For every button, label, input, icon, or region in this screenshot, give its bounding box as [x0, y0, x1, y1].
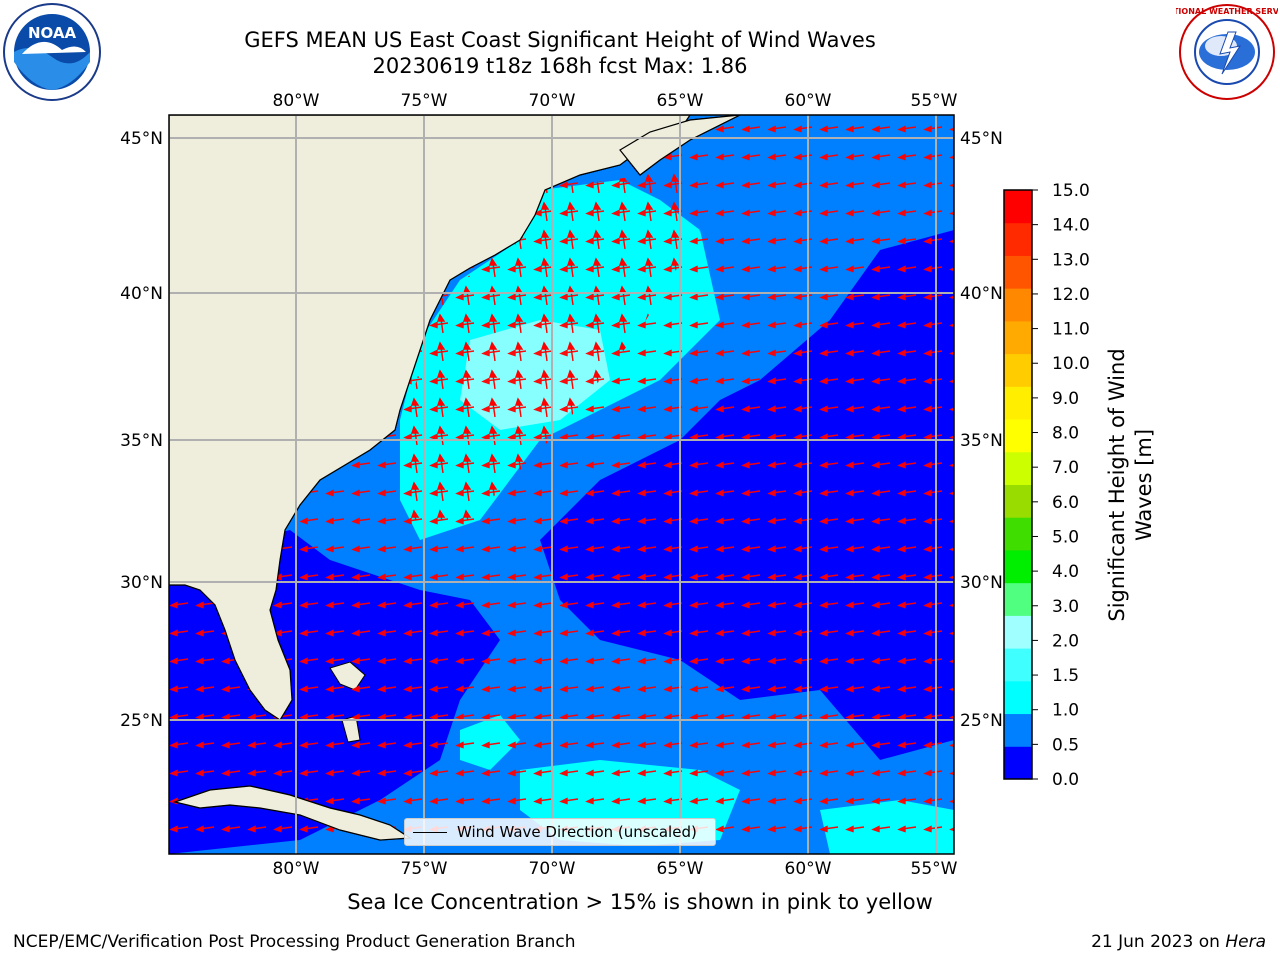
- sea-ice-note: Sea Ice Concentration > 15% is shown in …: [347, 890, 933, 914]
- colorbar-swatch: [1004, 648, 1032, 682]
- colorbar-swatch: [1004, 680, 1032, 715]
- lon-label-bottom: 55°W: [911, 859, 958, 879]
- footer-credit: NCEP/EMC/Verification Post Processing Pr…: [13, 932, 576, 952]
- lat-label-left: 45°N: [120, 129, 163, 149]
- lat-label-left: 30°N: [120, 573, 163, 593]
- nws-logo-icon: NATIONAL WEATHER SERVICE: [1176, 4, 1278, 100]
- colorbar-tick-label: 1.5: [1052, 666, 1079, 686]
- latitude-labels-left: 45°N 40°N 35°N 30°N 25°N: [120, 129, 163, 731]
- colorbar-tick-label: 1.0: [1052, 701, 1079, 721]
- colorbar-tick-label: 3.0: [1052, 597, 1079, 617]
- map-frame: [168, 114, 955, 855]
- lat-label-left: 40°N: [120, 284, 163, 304]
- lon-label-top: 60°W: [785, 91, 832, 111]
- noaa-logo-icon: NOAA: [3, 3, 101, 101]
- colorbar-swatch: [1004, 386, 1032, 420]
- lat-label-left: 25°N: [120, 711, 163, 731]
- colorbar-swatch: [1004, 746, 1032, 780]
- lat-label-right: 35°N: [960, 431, 1003, 451]
- latitude-labels-right: 45°N 40°N 35°N 30°N 25°N: [960, 129, 1003, 731]
- longitude-labels-bottom: 80°W 75°W 70°W 65°W 60°W 55°W: [273, 859, 958, 879]
- colorbar-tick-label: 11.0: [1052, 320, 1090, 340]
- colorbar-swatch: [1004, 190, 1032, 224]
- graticule: [169, 115, 954, 854]
- colorbar-frame: [1003, 189, 1033, 780]
- colorbar-tick-label: 2.0: [1052, 631, 1079, 651]
- colorbar-tick-label: 12.0: [1052, 285, 1090, 305]
- lon-label-bottom: 75°W: [401, 859, 448, 879]
- colorbar-swatch: [1004, 288, 1032, 322]
- footer-machine: Hera: [1225, 932, 1266, 952]
- colorbar-swatch: [1004, 549, 1032, 584]
- lon-label-bottom: 65°W: [657, 859, 704, 879]
- colorbar-label-line-2: Waves [m]: [1132, 429, 1156, 541]
- colorbar-swatch: [1004, 255, 1032, 289]
- lat-label-right: 40°N: [960, 284, 1003, 304]
- colorbar-swatch: [1004, 353, 1032, 387]
- legend-label: Wind Wave Direction (unscaled): [457, 823, 697, 841]
- colorbar-tick-label: 6.0: [1052, 493, 1079, 513]
- colorbar-swatch: [1004, 517, 1032, 551]
- lon-label-top: 55°W: [911, 91, 958, 111]
- colorbar-tick-label: 5.0: [1052, 527, 1079, 547]
- lat-label-left: 35°N: [120, 431, 163, 451]
- colorbar-tick-label: 7.0: [1052, 458, 1079, 478]
- footer-date: 21 Jun 2023 on Hera: [1091, 932, 1266, 952]
- lon-label-bottom: 80°W: [273, 859, 320, 879]
- colorbar-tick-label: 10.0: [1052, 354, 1090, 374]
- noaa-logo-text: NOAA: [28, 24, 77, 42]
- colorbar-tick-label: 8.0: [1052, 424, 1079, 444]
- wind-wave-arrows-north: [400, 170, 700, 520]
- colorbar-swatch: [1004, 615, 1032, 649]
- lon-label-top: 65°W: [657, 91, 704, 111]
- lat-label-right: 25°N: [960, 711, 1003, 731]
- chart-subtitle: 20230619 t18z 168h fcst Max: 1.86: [372, 54, 748, 78]
- colorbar-tick-label: 14.0: [1052, 216, 1090, 236]
- colorbar-swatch: [1004, 451, 1032, 485]
- lon-label-bottom: 70°W: [529, 859, 576, 879]
- colorbar-tick-label: 13.0: [1052, 250, 1090, 270]
- chart-title: GEFS MEAN US East Coast Significant Heig…: [244, 28, 876, 52]
- colorbar-tick-label: 4.0: [1052, 562, 1079, 582]
- lon-label-top: 70°W: [529, 91, 576, 111]
- legend-line-icon: [413, 831, 447, 833]
- lat-label-right: 45°N: [960, 129, 1003, 149]
- colorbar-swatch: [1004, 582, 1032, 616]
- nws-logo-text: NATIONAL WEATHER SERVICE: [1176, 7, 1278, 16]
- lon-label-bottom: 60°W: [785, 859, 832, 879]
- colorbar-tick-label: 0.5: [1052, 735, 1079, 755]
- colorbar-tick-label: 15.0: [1052, 181, 1090, 201]
- colorbar-swatch: [1004, 419, 1032, 453]
- longitude-labels-top: 80°W 75°W 70°W 65°W 60°W 55°W: [273, 91, 958, 111]
- colorbar-swatch: [1004, 222, 1032, 256]
- lat-label-right: 30°N: [960, 573, 1003, 593]
- map-plot-area: [169, 115, 954, 854]
- colorbar-swatch: [1004, 484, 1032, 518]
- colorbar-swatch: [1004, 713, 1032, 747]
- colorbar-swatch: [1004, 320, 1032, 355]
- lon-label-top: 80°W: [273, 91, 320, 111]
- colorbar-label-line-1: Significant Height of Wind: [1105, 348, 1129, 621]
- footer-date-text: 21 Jun 2023 on: [1091, 932, 1226, 952]
- colorbar: 0.0 0.5 1.0 1.5 2.0 3.0 4.0 5.0 6.0 7.0 8.0 9.0 10.0…: [1003, 181, 1090, 790]
- colorbar-tick-label: 9.0: [1052, 389, 1079, 409]
- map-legend: Wind Wave Direction (unscaled): [404, 818, 716, 846]
- colorbar-tick-label: 0.0: [1052, 770, 1079, 790]
- lon-label-top: 75°W: [401, 91, 448, 111]
